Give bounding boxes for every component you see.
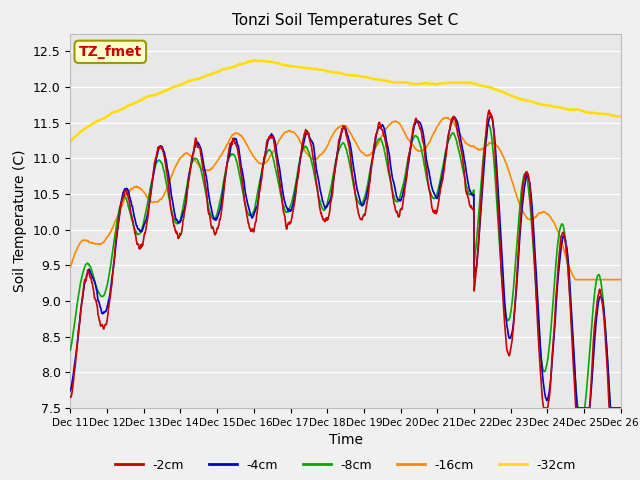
-2cm bbox=[540, 405, 548, 411]
-16cm bbox=[321, 147, 328, 153]
Y-axis label: Soil Temperature (C): Soil Temperature (C) bbox=[13, 150, 28, 292]
-16cm bbox=[442, 115, 449, 120]
-4cm bbox=[321, 204, 328, 209]
-32cm bbox=[556, 105, 564, 110]
-32cm bbox=[67, 139, 74, 145]
-16cm bbox=[617, 277, 625, 283]
-2cm bbox=[321, 218, 328, 224]
-32cm bbox=[476, 83, 483, 88]
-4cm bbox=[476, 231, 483, 237]
-32cm bbox=[250, 58, 258, 63]
-4cm bbox=[617, 405, 625, 411]
-8cm bbox=[485, 122, 493, 128]
-8cm bbox=[617, 405, 625, 411]
-8cm bbox=[574, 405, 582, 411]
-16cm bbox=[611, 277, 618, 283]
Text: TZ_fmet: TZ_fmet bbox=[79, 45, 142, 59]
-32cm bbox=[332, 70, 339, 75]
Title: Tonzi Soil Temperatures Set C: Tonzi Soil Temperatures Set C bbox=[232, 13, 459, 28]
Line: -4cm: -4cm bbox=[70, 115, 621, 408]
-2cm bbox=[476, 228, 483, 234]
Line: -8cm: -8cm bbox=[70, 125, 621, 408]
-2cm bbox=[557, 237, 564, 242]
-4cm bbox=[487, 112, 495, 118]
-16cm bbox=[572, 277, 579, 283]
-32cm bbox=[610, 113, 618, 119]
Line: -2cm: -2cm bbox=[70, 110, 621, 408]
-8cm bbox=[321, 207, 328, 213]
Line: -32cm: -32cm bbox=[70, 60, 621, 142]
-16cm bbox=[331, 128, 339, 134]
-2cm bbox=[611, 405, 618, 411]
-2cm bbox=[331, 167, 339, 172]
-2cm bbox=[152, 153, 160, 158]
X-axis label: Time: Time bbox=[328, 433, 363, 447]
-4cm bbox=[331, 167, 339, 172]
-32cm bbox=[617, 113, 625, 119]
Legend: -2cm, -4cm, -8cm, -16cm, -32cm: -2cm, -4cm, -8cm, -16cm, -32cm bbox=[110, 454, 581, 477]
-2cm bbox=[485, 107, 493, 113]
-2cm bbox=[67, 395, 74, 400]
-16cm bbox=[152, 199, 160, 205]
-4cm bbox=[556, 253, 564, 259]
-2cm bbox=[617, 405, 625, 411]
-16cm bbox=[556, 235, 564, 241]
-4cm bbox=[611, 405, 618, 411]
-8cm bbox=[556, 225, 564, 231]
-8cm bbox=[67, 348, 74, 353]
-8cm bbox=[476, 206, 483, 212]
Line: -16cm: -16cm bbox=[70, 118, 621, 280]
-4cm bbox=[67, 388, 74, 394]
-4cm bbox=[573, 405, 581, 411]
-8cm bbox=[331, 162, 339, 168]
-8cm bbox=[152, 160, 160, 166]
-16cm bbox=[67, 264, 74, 270]
-4cm bbox=[152, 155, 160, 161]
-8cm bbox=[611, 405, 618, 411]
-32cm bbox=[321, 68, 329, 73]
-32cm bbox=[152, 92, 160, 97]
-16cm bbox=[476, 146, 483, 152]
